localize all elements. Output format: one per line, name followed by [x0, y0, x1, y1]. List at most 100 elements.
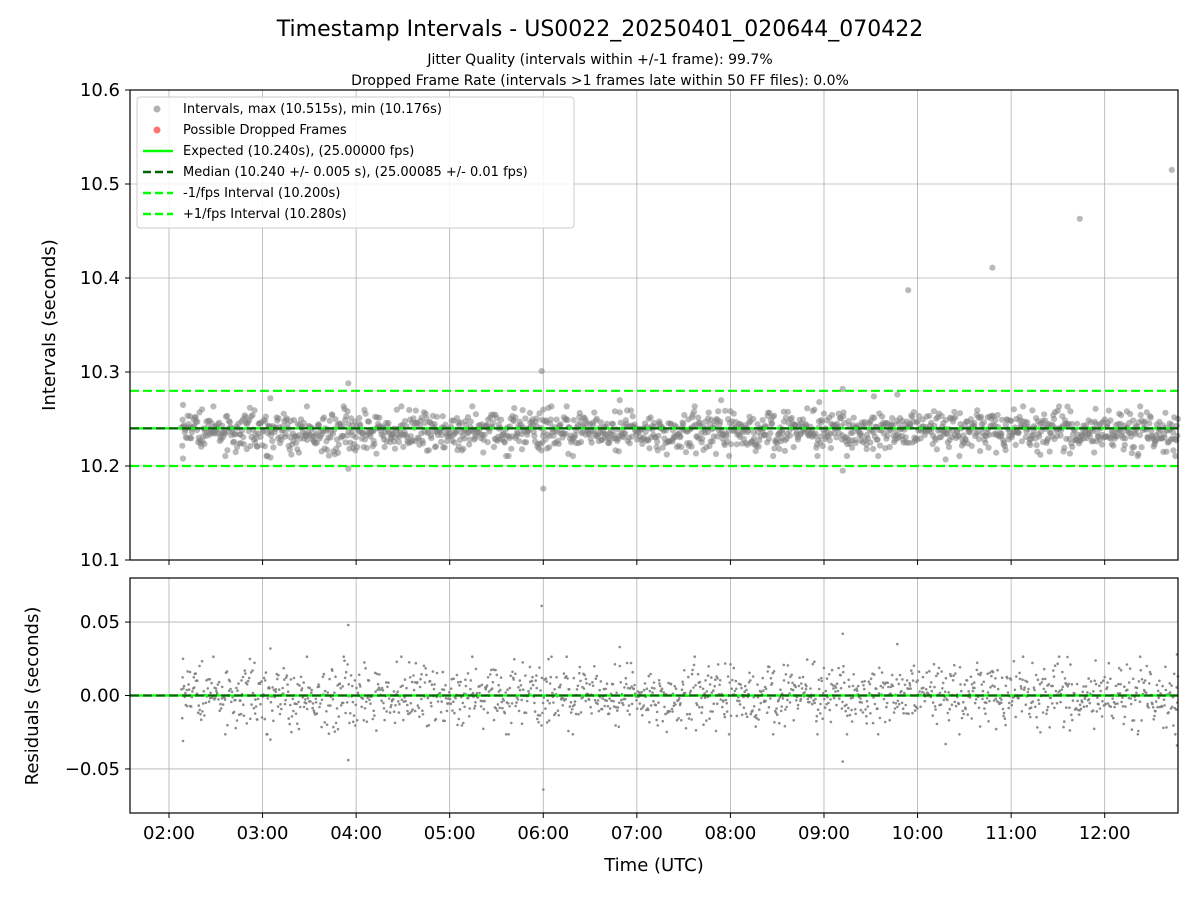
residuals-point [520, 722, 524, 725]
residuals-point [365, 700, 368, 704]
residuals-outlier-point [347, 758, 350, 762]
residuals-outlier-point [841, 760, 844, 763]
residuals-point [1125, 663, 1129, 666]
intervals-point [902, 434, 909, 441]
residuals-point [986, 691, 990, 694]
residuals-point [541, 711, 544, 715]
residuals-point [1037, 702, 1041, 705]
residuals-point [960, 716, 964, 720]
residuals-point [398, 702, 401, 706]
residuals-point [351, 700, 355, 704]
residuals-point [1018, 677, 1022, 681]
residuals-point [387, 697, 391, 700]
residuals-point [510, 721, 513, 725]
intervals-point [352, 434, 359, 441]
intervals-point [992, 417, 999, 424]
intervals-point [425, 447, 432, 454]
residuals-point [428, 679, 432, 683]
residuals-point [467, 715, 471, 718]
residuals-point [271, 709, 274, 712]
intervals-point [709, 438, 716, 445]
intervals-point [286, 446, 293, 453]
residuals-point [905, 712, 908, 715]
residuals-point [473, 707, 476, 710]
intervals-point [564, 417, 571, 424]
residuals-point [567, 729, 570, 733]
residuals-point [299, 705, 302, 709]
residuals-point [442, 688, 446, 692]
residuals-point [809, 696, 813, 699]
residuals-point [1151, 702, 1154, 706]
intervals-point [249, 412, 256, 419]
residuals-point [469, 679, 473, 682]
residuals-point [876, 733, 880, 736]
residuals-point [667, 681, 670, 685]
residuals-point [855, 687, 858, 690]
residuals-point [356, 691, 360, 695]
residuals-point [312, 709, 316, 712]
residuals-point [410, 680, 414, 684]
residuals-point [425, 673, 428, 677]
intervals-point [461, 435, 468, 442]
residuals-point [712, 702, 715, 705]
residuals-point [727, 733, 731, 736]
intervals-point [850, 414, 857, 421]
residuals-point [1121, 705, 1125, 708]
residuals-point [452, 700, 455, 703]
intervals-point [750, 415, 757, 423]
residuals-point [531, 675, 534, 679]
residuals-point [355, 686, 358, 690]
residuals-point [297, 700, 300, 704]
residuals-point [234, 726, 237, 730]
intervals-point [1050, 416, 1058, 423]
legend: Intervals, max (10.515s), min (10.176s) … [136, 96, 575, 229]
residuals-point [182, 687, 185, 690]
residuals-point [723, 715, 727, 719]
intervals-point [1057, 432, 1064, 439]
residuals-point [388, 711, 392, 714]
residuals-point [281, 692, 285, 695]
residuals-point [764, 699, 767, 703]
residuals-point [430, 704, 433, 708]
residuals-point [390, 703, 393, 707]
residuals-point [855, 689, 859, 692]
residuals-point [778, 721, 781, 725]
residuals-point [512, 678, 515, 681]
residuals-point [759, 701, 763, 705]
residuals-point [328, 677, 331, 681]
residuals-point [540, 724, 543, 727]
intervals-point [365, 418, 372, 425]
intervals-point [871, 414, 878, 421]
residuals-outlier-point [896, 642, 899, 646]
residuals-point [1033, 688, 1036, 692]
residuals-point [785, 705, 788, 709]
residuals-point [719, 698, 723, 701]
residuals-point [694, 728, 698, 732]
residuals-point [1098, 707, 1102, 710]
residuals-point [657, 701, 660, 704]
residuals-point [905, 679, 909, 682]
intervals-point [418, 414, 425, 421]
residuals-point [598, 688, 601, 692]
residuals-point [492, 718, 496, 722]
residuals-point [1129, 697, 1132, 700]
residuals-point [994, 727, 998, 731]
residuals-point [600, 707, 604, 711]
residuals-point [986, 672, 989, 676]
residuals-point [1080, 700, 1084, 704]
residuals-point [623, 686, 626, 689]
residuals-point [386, 685, 389, 689]
residuals-point [962, 712, 965, 716]
residuals-point [416, 680, 419, 684]
residuals-point [968, 696, 972, 699]
residuals-point [1071, 699, 1075, 702]
residuals-point [239, 699, 242, 702]
residuals-point [497, 683, 501, 687]
residuals-point [677, 717, 680, 720]
residuals-point [612, 705, 616, 708]
residuals-point [361, 697, 365, 700]
intervals-panel: 10.110.210.310.410.510.6 Intervals (seco… [39, 80, 1181, 571]
residuals-point [404, 699, 407, 703]
residuals-point [311, 702, 315, 705]
intervals-point [324, 446, 331, 453]
